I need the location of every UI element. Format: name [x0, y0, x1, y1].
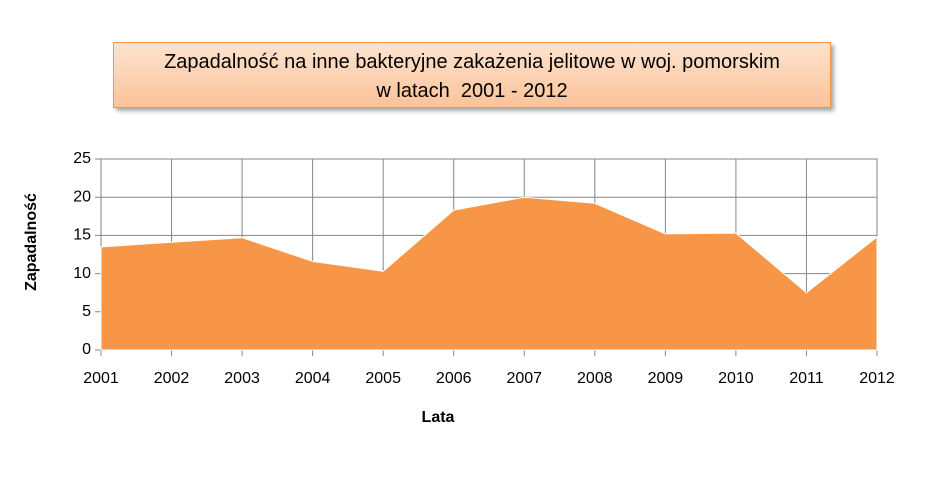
title-box: Zapadalność na inne bakteryjne zakażenia…	[113, 42, 831, 108]
x-tick-label: 2006	[436, 370, 472, 387]
y-tick-label: 25	[73, 150, 91, 167]
y-tick-label: 10	[73, 265, 91, 282]
x-tick-label: 2002	[154, 370, 190, 387]
x-tick-label: 2010	[718, 370, 754, 387]
x-tick-label: 2004	[295, 370, 331, 387]
y-tick-label: 15	[73, 227, 91, 244]
area	[100, 196, 878, 351]
x-tick-label: 2001	[83, 370, 119, 387]
y-tick-label: 0	[82, 341, 91, 358]
x-tick-label: 2003	[224, 370, 260, 387]
x-tick-label: 2012	[859, 370, 895, 387]
x-tick-label: 2008	[577, 370, 613, 387]
y-axis-label: Zapadalność	[23, 193, 40, 291]
x-axis-label: Lata	[422, 409, 455, 426]
y-tick-label: 20	[73, 188, 91, 205]
x-tick-label: 2009	[648, 370, 684, 387]
x-tick-label: 2011	[789, 370, 824, 387]
x-tick-label: 2005	[365, 370, 401, 387]
chart-title: w latach 2001 - 2012	[376, 80, 568, 102]
chart-title: Zapadalność na inne bakteryjne zakażenia…	[164, 51, 780, 73]
y-tick-label: 5	[82, 303, 91, 320]
x-tick-label: 2007	[506, 370, 542, 387]
